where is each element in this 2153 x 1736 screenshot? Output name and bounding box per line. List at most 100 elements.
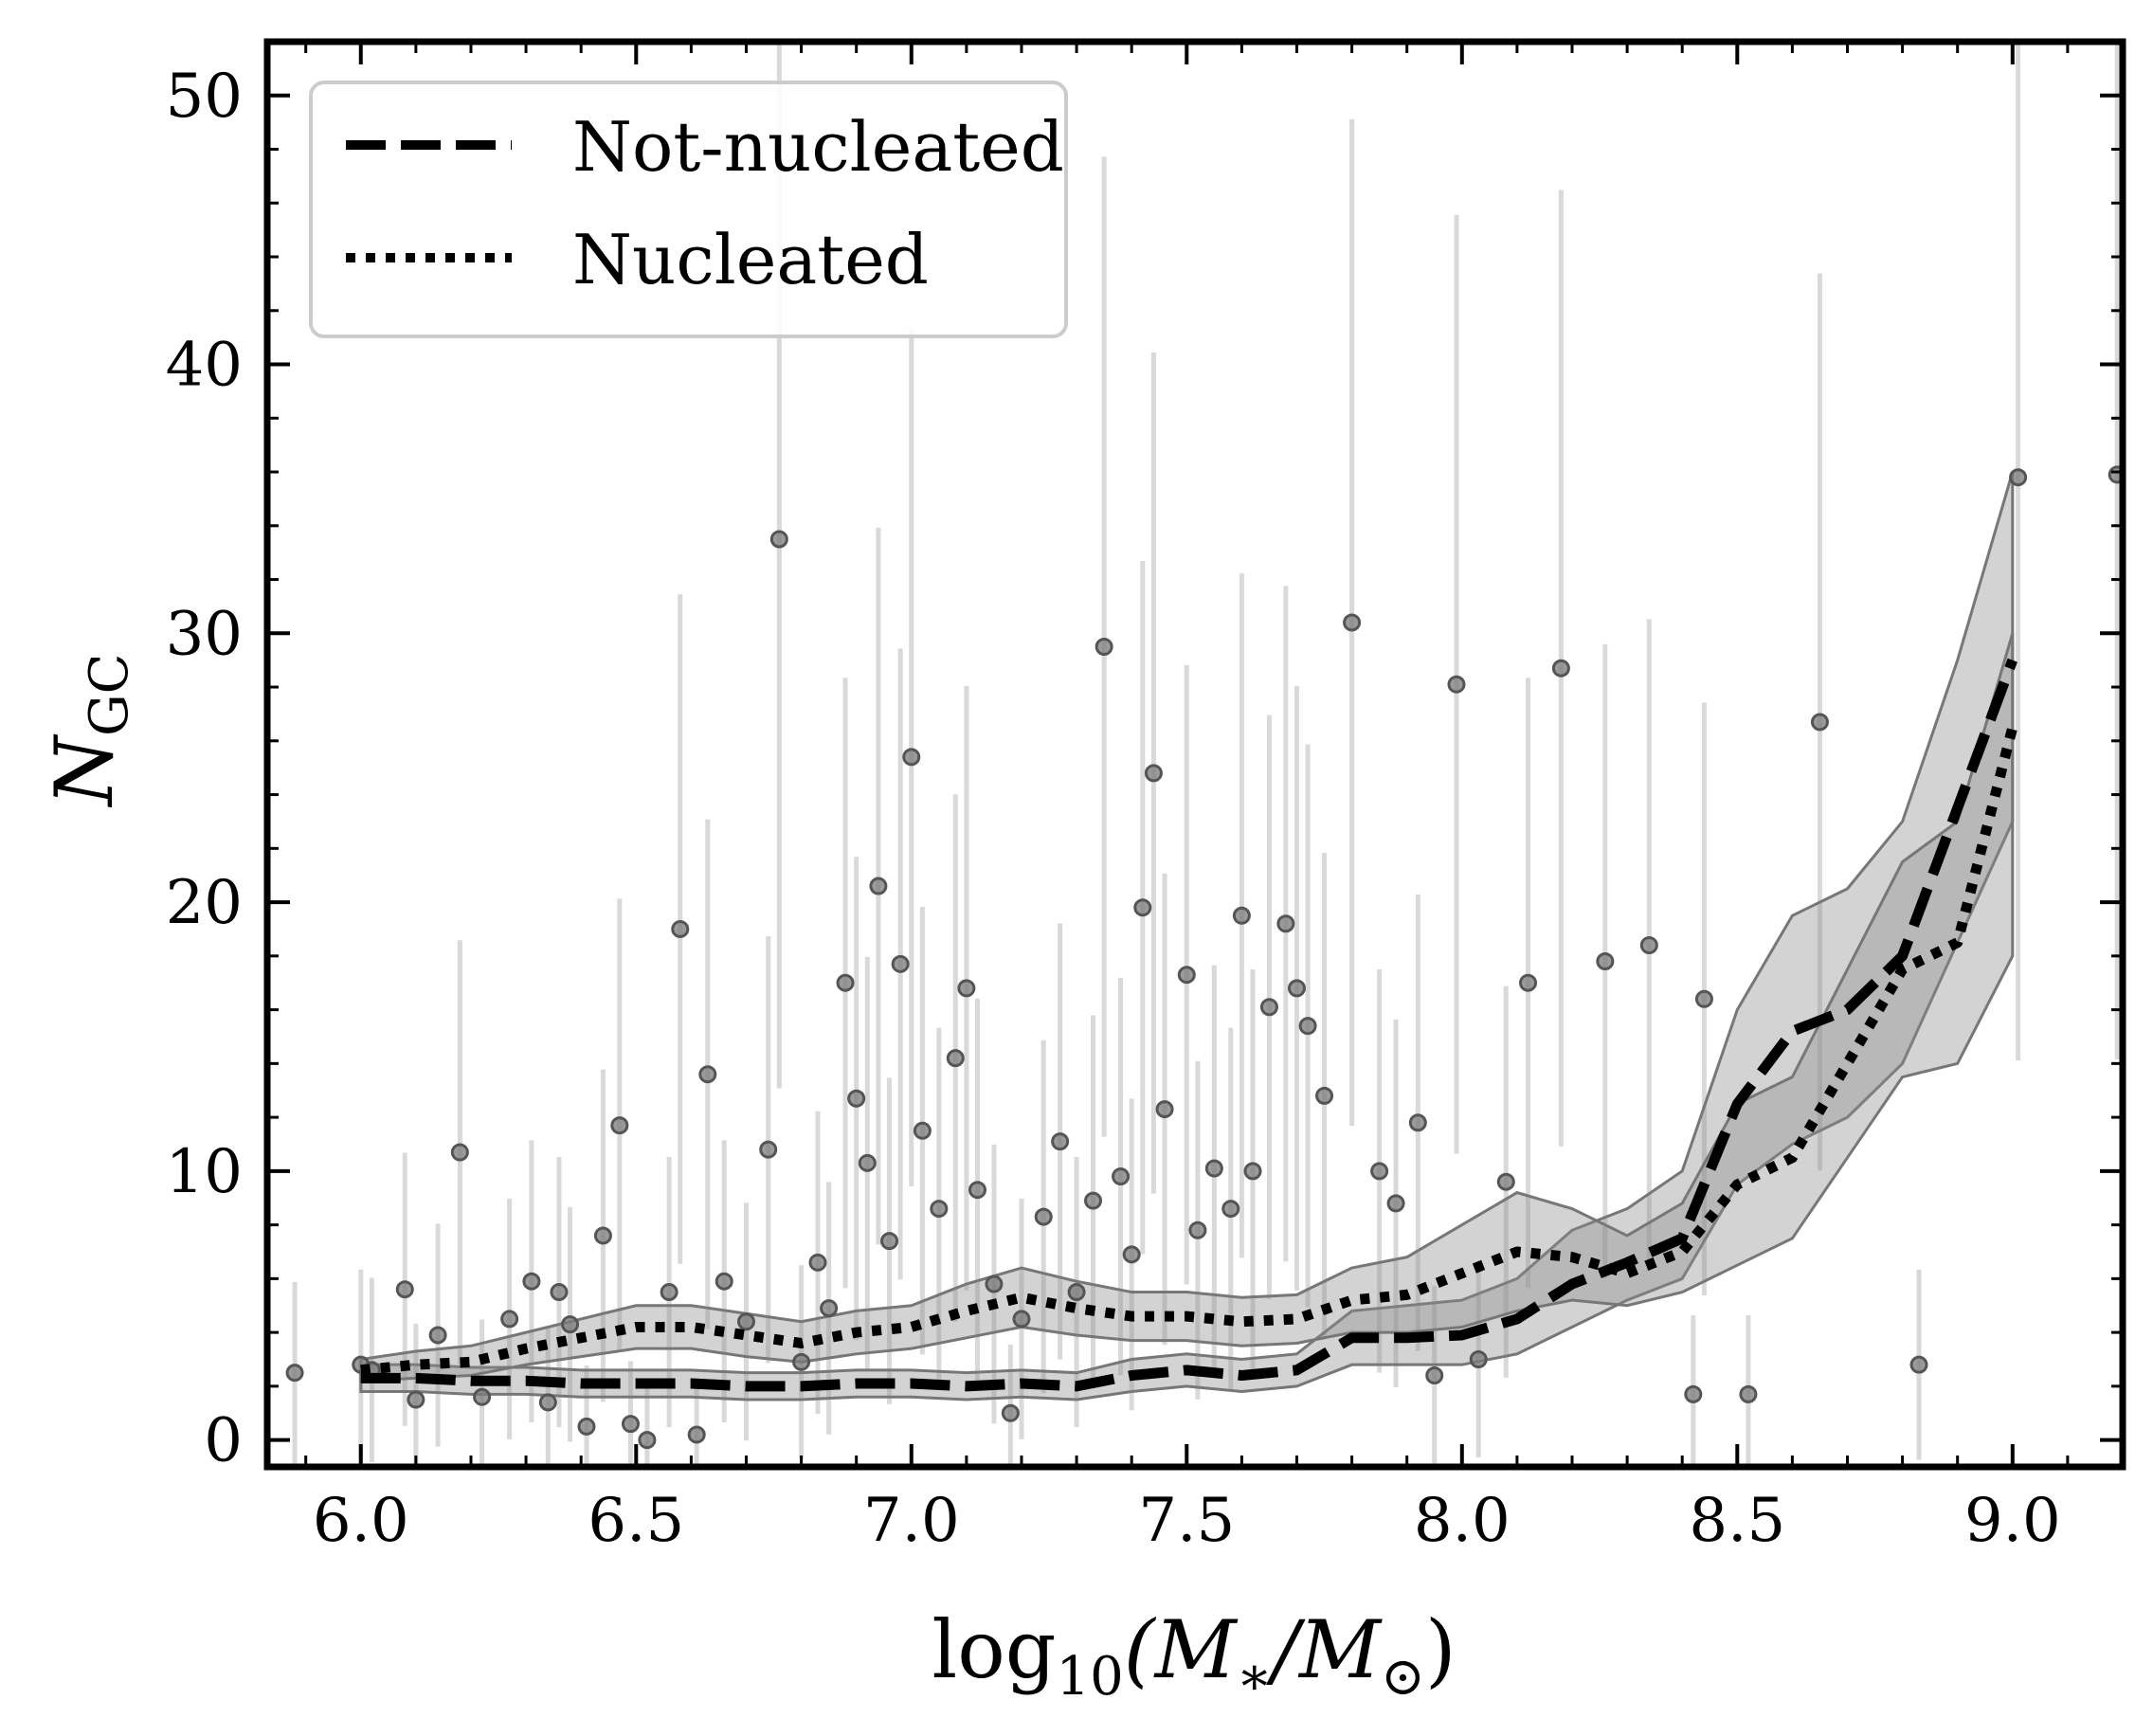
scatter-point-13 bbox=[577, 1417, 596, 1436]
scatter-point-46 bbox=[1067, 1283, 1086, 1302]
scatter-point-3 bbox=[395, 1280, 414, 1299]
scatter-point-56 bbox=[1204, 1159, 1223, 1178]
scatter-point-65 bbox=[1343, 613, 1362, 632]
line-nucleated bbox=[360, 726, 2018, 1376]
scatter-point-60 bbox=[1259, 998, 1278, 1017]
scatter-point-75 bbox=[1596, 952, 1615, 971]
scatter-point-23 bbox=[736, 1312, 755, 1331]
scatter-point-18 bbox=[660, 1283, 678, 1302]
x-tick-label-6: 9.0 bbox=[1964, 1486, 2061, 1556]
scatter-point-49 bbox=[1112, 1167, 1131, 1186]
x-axis-label-star: ∗ bbox=[1237, 1646, 1273, 1708]
scatter-point-39 bbox=[957, 979, 976, 998]
scatter-point-82 bbox=[2009, 468, 2028, 487]
scatter-point-69 bbox=[1425, 1366, 1444, 1385]
line-not-nucleated bbox=[360, 658, 2017, 1392]
scatter-point-61 bbox=[1276, 914, 1295, 933]
scatter-point-0 bbox=[285, 1364, 304, 1383]
scatter-point-73 bbox=[1519, 973, 1538, 992]
scatter-point-66 bbox=[1370, 1162, 1389, 1181]
scatter-point-52 bbox=[1144, 764, 1163, 783]
scatter-point-67 bbox=[1386, 1194, 1405, 1213]
series-lines-layer bbox=[360, 658, 2018, 1392]
x-tick-label-2: 7.0 bbox=[863, 1486, 960, 1556]
scatter-point-9 bbox=[522, 1272, 541, 1291]
scatter-point-74 bbox=[1551, 659, 1570, 678]
scatter-point-31 bbox=[858, 1153, 877, 1172]
legend-box bbox=[309, 81, 1068, 338]
y-tick-label-1: 10 bbox=[166, 1137, 243, 1207]
scatter-point-6 bbox=[450, 1143, 469, 1162]
legend-label-nucleated: Nucleated bbox=[572, 220, 929, 299]
y-axis-label: NGC bbox=[38, 653, 140, 807]
x-axis-label-slash: /M bbox=[1266, 1603, 1383, 1696]
scatter-point-77 bbox=[1684, 1384, 1703, 1403]
x-axis-label-sun: ⊙ bbox=[1381, 1646, 1425, 1708]
scatter-point-24 bbox=[759, 1140, 778, 1159]
scatter-point-36 bbox=[913, 1121, 932, 1140]
scatter-point-10 bbox=[538, 1393, 557, 1412]
y-tick-label-2: 20 bbox=[166, 868, 243, 938]
scatter-point-28 bbox=[820, 1299, 839, 1318]
scatter-point-63 bbox=[1298, 1017, 1317, 1036]
scatter-point-19 bbox=[671, 919, 690, 938]
scatter-point-17 bbox=[638, 1431, 657, 1450]
scatter-point-50 bbox=[1122, 1245, 1141, 1264]
scatter-point-68 bbox=[1408, 1113, 1427, 1132]
scatter-point-54 bbox=[1177, 966, 1196, 985]
scatter-point-15 bbox=[610, 1116, 629, 1135]
scatter-point-22 bbox=[715, 1272, 733, 1291]
x-tick-label-4: 8.0 bbox=[1414, 1486, 1511, 1556]
scatter-point-55 bbox=[1188, 1221, 1207, 1239]
scatter-point-79 bbox=[1739, 1384, 1758, 1403]
x-axis-label-sub: 10 bbox=[1057, 1646, 1124, 1708]
scatter-point-57 bbox=[1221, 1200, 1240, 1219]
scatter-point-81 bbox=[1909, 1355, 1928, 1374]
confidence-bands-layer bbox=[359, 471, 2015, 1401]
y-tick-label-3: 30 bbox=[166, 599, 243, 669]
scatter-point-42 bbox=[1001, 1403, 1020, 1422]
scatter-point-11 bbox=[550, 1283, 569, 1302]
scatter-point-53 bbox=[1155, 1100, 1174, 1119]
scatter-point-32 bbox=[869, 877, 888, 895]
scatter-point-71 bbox=[1469, 1349, 1488, 1368]
legend: Not-nucleated Nucleated bbox=[309, 81, 1068, 338]
scatter-point-29 bbox=[836, 973, 855, 992]
scatter-point-35 bbox=[902, 748, 921, 767]
x-axis-label-pre: log bbox=[932, 1603, 1056, 1696]
scatter-point-12 bbox=[561, 1315, 580, 1334]
scatter-point-16 bbox=[621, 1415, 640, 1434]
scatter-point-21 bbox=[698, 1065, 717, 1084]
scatter-points-layer bbox=[285, 465, 2123, 1450]
band-nucleated bbox=[359, 632, 2015, 1383]
y-tick-label-4: 40 bbox=[166, 331, 243, 401]
svg-text:NGC: NGC bbox=[38, 653, 140, 807]
x-axis-label-post: (M bbox=[1124, 1603, 1239, 1696]
y-axis-label-main: N bbox=[38, 734, 131, 808]
scatter-point-34 bbox=[891, 954, 910, 973]
scatter-point-64 bbox=[1315, 1086, 1334, 1105]
scatter-point-33 bbox=[880, 1232, 899, 1251]
scatter-point-7 bbox=[473, 1387, 492, 1406]
scatter-point-37 bbox=[930, 1200, 949, 1219]
scatter-point-62 bbox=[1287, 979, 1306, 998]
scatter-point-47 bbox=[1084, 1191, 1103, 1210]
scatter-point-20 bbox=[687, 1425, 706, 1444]
x-tick-label-0: 6.0 bbox=[313, 1486, 409, 1556]
scatter-point-8 bbox=[500, 1310, 519, 1329]
scatter-point-80 bbox=[1810, 713, 1829, 732]
scatter-point-26 bbox=[792, 1352, 811, 1371]
scatter-point-43 bbox=[1012, 1310, 1031, 1329]
scatter-point-70 bbox=[1447, 675, 1466, 694]
scatter-point-58 bbox=[1232, 906, 1251, 925]
plot-frame bbox=[263, 38, 2126, 1471]
scatter-point-76 bbox=[1639, 935, 1658, 954]
x-tick-label-1: 6.5 bbox=[588, 1486, 684, 1556]
y-axis-label-sub: GC bbox=[79, 653, 140, 736]
y-tick-label-5: 50 bbox=[166, 62, 243, 132]
scatter-point-4 bbox=[407, 1390, 425, 1409]
scatter-point-40 bbox=[968, 1181, 987, 1200]
scatter-point-14 bbox=[593, 1226, 612, 1245]
